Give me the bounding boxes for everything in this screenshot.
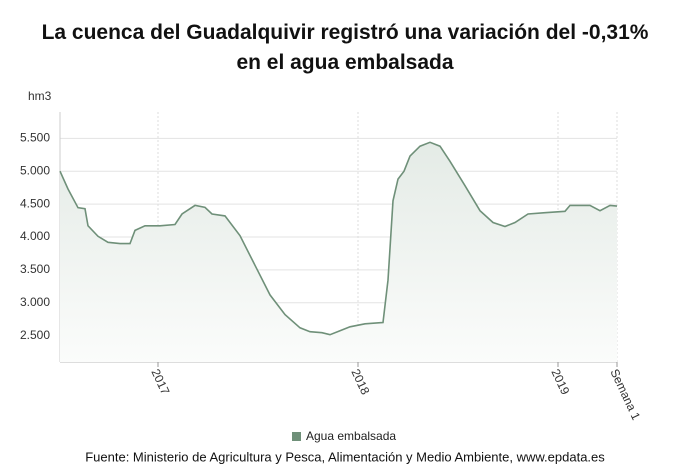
y-tick-label: 4.000 xyxy=(20,229,50,243)
source: Fuente: Ministerio de Agricultura y Pesc… xyxy=(85,449,605,464)
area xyxy=(60,142,617,362)
x-tick-label: 2019 xyxy=(548,367,572,397)
x-tick-label: 2018 xyxy=(348,367,372,397)
line xyxy=(59,141,618,336)
y-axis-unit: hm3 xyxy=(28,89,52,103)
chart-title: La cuenca del Guadalquivir registró una … xyxy=(41,21,649,74)
y-tick-label: 3.500 xyxy=(20,262,50,276)
y-tick-label: 5.000 xyxy=(20,163,50,177)
legend-swatch xyxy=(292,432,301,441)
y-tick-label: 2.500 xyxy=(20,328,50,342)
y-tick-label: 4.500 xyxy=(20,196,50,210)
legend-label: Agua embalsada xyxy=(306,429,396,443)
y-tick-label: 3.000 xyxy=(20,295,50,309)
y-tick-label: 5.500 xyxy=(20,130,50,144)
x-tick-label: Semana 1 xyxy=(607,367,643,423)
x-tick-label: 2017 xyxy=(148,367,172,397)
